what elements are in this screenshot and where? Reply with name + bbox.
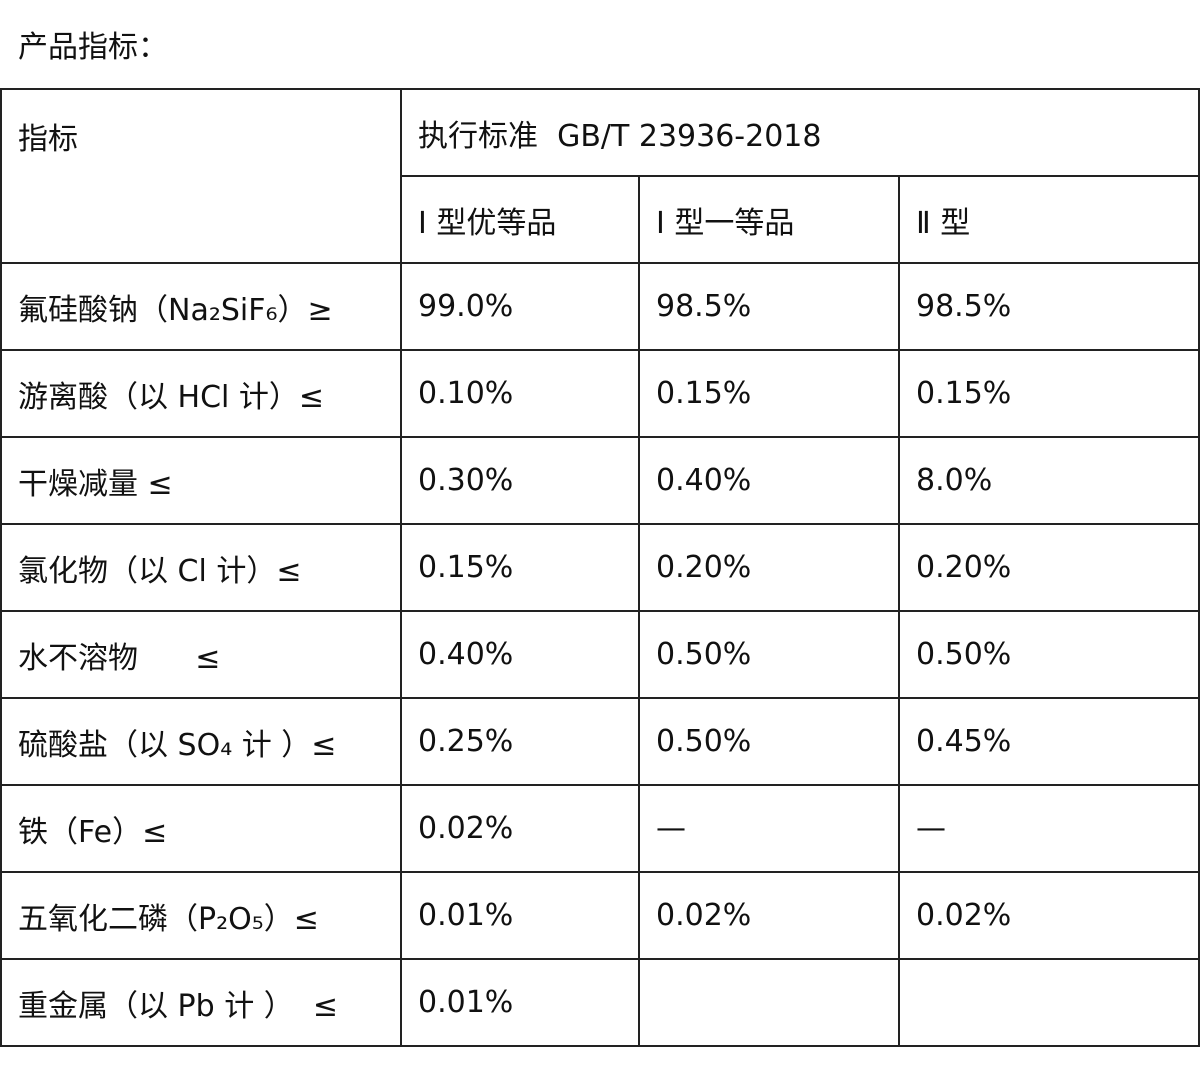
value-cell: 0.40% <box>400 610 640 699</box>
header-cell: Ⅱ 型 <box>897 175 1200 264</box>
header-cell: 执行标准 GB/T 23936-2018 <box>399 88 1200 177</box>
value-cell: 0.40% <box>638 436 900 525</box>
empty-cell <box>897 958 1200 1047</box>
value-cell: 98.5% <box>897 262 1200 351</box>
value-cell: 0.10% <box>400 349 640 438</box>
value-cell: 0.50% <box>638 697 900 786</box>
header-cell: Ⅰ 型一等品 <box>638 175 900 264</box>
header-row: 指标 执行标准 GB/T 23936-2018 <box>0 88 1200 264</box>
table-row: 硫酸盐（以 SO₄ 计 ）≤ 0.25% 0.50% 0.45% <box>0 697 1200 786</box>
value-cell: 99.0% <box>400 262 640 351</box>
value-cell: 0.45% <box>897 697 1200 786</box>
row-label: 铁（Fe）≤ <box>0 784 402 873</box>
spec-table: 指标 执行标准 GB/T 23936-2018 Ⅰ 型优等品 Ⅰ 型一等品 Ⅱ 型 … <box>0 88 1200 1047</box>
row-label: 硫酸盐（以 SO₄ 计 ）≤ <box>0 697 402 786</box>
value-cell: 0.01% <box>400 871 640 960</box>
table-row: 铁（Fe）≤ 0.02% — — <box>0 784 1200 873</box>
table-row: 游离酸（以 HCl 计）≤ 0.10% 0.15% 0.15% <box>0 349 1200 438</box>
value-cell: 0.50% <box>638 610 900 699</box>
value-cell: 0.02% <box>897 871 1200 960</box>
value-cell: 0.01% <box>400 958 640 1047</box>
table-body: 氟硅酸钠（Na₂SiF₆）≥ 99.0% 98.5% 98.5% 游离酸（以 HCl 计… <box>0 262 1200 1047</box>
empty-cell <box>638 958 900 1047</box>
value-cell: 98.5% <box>638 262 900 351</box>
row-label: 五氧化二磷（P₂O₅）≤ <box>0 871 402 960</box>
header-cell: 指标 <box>0 88 402 264</box>
table-row: 干燥减量 ≤0.30% 0.40% 8.0% <box>0 436 1200 525</box>
table-header: 指标 执行标准 GB/T 23936-2018 Ⅰ 型优等品 Ⅰ 型一等品 Ⅱ 型 <box>0 88 1200 264</box>
value-cell: 0.02% <box>638 871 900 960</box>
table-row: 重金属（以 Pb 计 ） ≤0.01% <box>0 958 1200 1047</box>
value-cell: 0.25% <box>400 697 640 786</box>
row-label: 重金属（以 Pb 计 ） ≤ <box>0 958 402 1047</box>
table-row: 氟硅酸钠（Na₂SiF₆）≥ 99.0% 98.5% 98.5% <box>0 262 1200 351</box>
value-cell: 0.20% <box>897 523 1200 612</box>
value-cell: 0.20% <box>638 523 900 612</box>
value-cell: 0.30% <box>400 436 640 525</box>
row-label: 氟硅酸钠（Na₂SiF₆）≥ <box>0 262 402 351</box>
table-row: 五氧化二磷（P₂O₅）≤ 0.01% 0.02% 0.02% <box>0 871 1200 960</box>
row-label: 水不溶物 ≤ <box>0 610 402 699</box>
value-cell: 8.0% <box>897 436 1200 525</box>
value-cell: 0.15% <box>638 349 900 438</box>
row-label: 游离酸（以 HCl 计）≤ <box>0 349 402 438</box>
value-cell: 0.02% <box>400 784 640 873</box>
value-cell: 0.15% <box>897 349 1200 438</box>
value-cell: 0.50% <box>897 610 1200 699</box>
value-cell: — <box>638 784 900 873</box>
value-cell: — <box>897 784 1200 873</box>
table-row: 水不溶物 ≤0.40% 0.50% 0.50% <box>0 610 1200 699</box>
row-label: 氯化物（以 Cl 计）≤ <box>0 523 402 612</box>
header-cell: Ⅰ 型优等品 <box>400 175 640 264</box>
header-row: Ⅰ 型优等品 Ⅰ 型一等品 Ⅱ 型 <box>1 175 1200 264</box>
row-label: 干燥减量 ≤ <box>0 436 402 525</box>
table-row: 氯化物（以 Cl 计）≤ 0.15% 0.20% 0.20% <box>0 523 1200 612</box>
value-cell: 0.15% <box>400 523 640 612</box>
page-title: 产品指标： <box>18 30 168 65</box>
